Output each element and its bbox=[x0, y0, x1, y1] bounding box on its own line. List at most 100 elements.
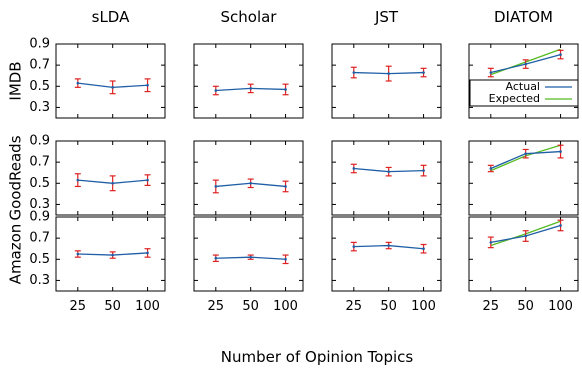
data-point bbox=[249, 255, 252, 259]
error-bar bbox=[385, 241, 392, 250]
data-point bbox=[352, 71, 356, 74]
error-bar bbox=[282, 180, 289, 193]
data-point bbox=[559, 224, 562, 227]
data-point bbox=[489, 71, 493, 74]
error-bar bbox=[247, 178, 254, 189]
column-titles: sLDA Scholar JST DIATOM bbox=[92, 8, 553, 26]
error-bar bbox=[109, 80, 116, 95]
data-point bbox=[422, 71, 425, 74]
data-point bbox=[76, 178, 80, 182]
data-point bbox=[111, 253, 114, 257]
error-bar bbox=[385, 65, 392, 82]
x-tick-label: 25 bbox=[483, 299, 500, 314]
data-point bbox=[284, 257, 287, 261]
error-bar bbox=[557, 219, 564, 232]
y-tick-label: 0.3 bbox=[29, 273, 50, 288]
panel-frame bbox=[193, 216, 304, 292]
panel-frame bbox=[468, 216, 579, 292]
x-tick-label: 25 bbox=[70, 299, 87, 314]
x-tick-label: 50 bbox=[242, 299, 259, 314]
panel-amazon-scholar: 25 50 100 bbox=[193, 216, 304, 314]
error-bar bbox=[557, 144, 564, 159]
error-bar bbox=[350, 66, 357, 79]
data-point bbox=[284, 185, 287, 188]
error-bar bbox=[350, 241, 357, 252]
panel-frame bbox=[468, 140, 579, 216]
column-title-slda: sLDA bbox=[92, 8, 130, 26]
y-tick-label: 0.5 bbox=[29, 252, 50, 267]
y-tick-label: 0.3 bbox=[29, 100, 50, 115]
error-bar bbox=[144, 174, 151, 186]
legend-box bbox=[469, 79, 579, 107]
panel-amazon-diatom: 25 50 100 bbox=[468, 216, 579, 314]
x-tick-label: 50 bbox=[380, 299, 397, 314]
y-tick-label: 0.7 bbox=[29, 231, 50, 246]
panel-imdb-jst bbox=[331, 43, 442, 119]
panel-frame bbox=[55, 216, 166, 292]
data-point bbox=[249, 181, 252, 185]
error-bar bbox=[487, 67, 494, 78]
panel-goodreads-diatom bbox=[468, 140, 579, 216]
y-tick-label: 0.5 bbox=[29, 176, 50, 191]
error-bar bbox=[557, 49, 564, 60]
data-point bbox=[524, 62, 527, 66]
x-tick-label: 100 bbox=[548, 299, 573, 314]
data-point bbox=[111, 181, 114, 185]
error-bar bbox=[522, 148, 529, 159]
data-point bbox=[387, 72, 390, 75]
panel-frame bbox=[193, 140, 304, 216]
data-point bbox=[524, 234, 527, 238]
panel-frame bbox=[331, 216, 442, 292]
error-bar bbox=[212, 254, 219, 262]
x-tick-label: 50 bbox=[104, 299, 121, 314]
error-bar bbox=[247, 254, 254, 260]
data-point bbox=[249, 87, 252, 90]
y-tick-label: 0.7 bbox=[29, 58, 50, 73]
error-bar bbox=[522, 59, 529, 69]
data-point bbox=[146, 251, 149, 255]
error-bar bbox=[282, 254, 289, 265]
error-bar bbox=[385, 166, 392, 177]
error-bar bbox=[487, 164, 494, 173]
panel-imdb-slda: 0.9 0.7 0.5 0.3 bbox=[29, 37, 166, 119]
y-tick-label: 0.3 bbox=[29, 197, 50, 212]
data-point bbox=[111, 86, 114, 89]
data-point bbox=[214, 256, 218, 260]
y-tick-label: 0.9 bbox=[29, 134, 50, 149]
data-point bbox=[284, 88, 287, 91]
row-labels: IMDB GoodReads Amazon bbox=[7, 61, 25, 284]
panel-frame bbox=[55, 140, 166, 216]
y-tick-label: 0.9 bbox=[29, 210, 50, 225]
data-point bbox=[489, 241, 493, 244]
column-title-diatom: DIATOM bbox=[494, 8, 553, 26]
column-title-scholar: Scholar bbox=[221, 8, 278, 26]
y-tick-label: 0.5 bbox=[29, 79, 50, 94]
panel-frame bbox=[331, 140, 442, 216]
y-tick-label: 0.7 bbox=[29, 155, 50, 170]
panel-frame bbox=[55, 43, 166, 119]
column-title-jst: JST bbox=[374, 8, 399, 26]
error-bar bbox=[74, 78, 81, 88]
row-label-amazon: Amazon bbox=[7, 224, 25, 285]
error-bar bbox=[522, 230, 529, 242]
panel-frame bbox=[331, 43, 442, 119]
data-point bbox=[76, 81, 80, 85]
data-point bbox=[214, 89, 218, 92]
x-tick-label: 100 bbox=[273, 299, 298, 314]
panel-imdb-scholar bbox=[193, 43, 304, 119]
error-bar bbox=[212, 85, 219, 96]
error-bar bbox=[144, 248, 151, 258]
error-bar bbox=[247, 83, 254, 94]
data-point bbox=[352, 167, 356, 170]
legend-label-actual: Actual bbox=[506, 80, 540, 93]
error-bar bbox=[212, 179, 219, 194]
row-label-goodreads: GoodReads bbox=[7, 135, 25, 220]
data-point bbox=[214, 185, 218, 188]
x-tick-label: 100 bbox=[411, 299, 436, 314]
error-bar bbox=[420, 67, 427, 78]
data-point bbox=[387, 170, 390, 173]
panel-goodreads-jst bbox=[331, 140, 442, 216]
